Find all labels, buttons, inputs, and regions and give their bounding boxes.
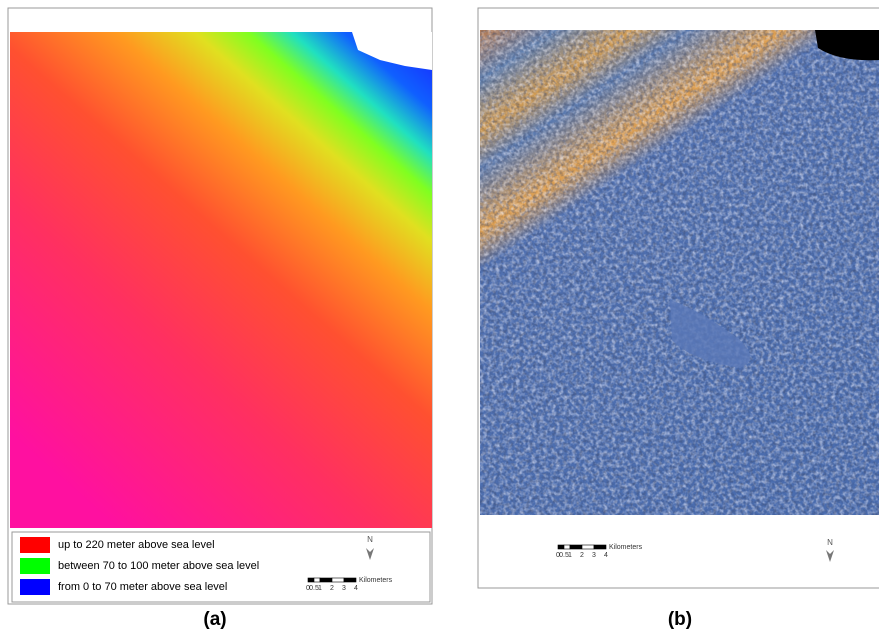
- scale-unit: Kilometers: [609, 544, 643, 551]
- scale-segment: [320, 578, 332, 582]
- figure: up to 220 meter above sea level between 7…: [0, 0, 879, 635]
- texture-shadow: [480, 30, 879, 515]
- elevation-map: [10, 32, 432, 528]
- scale-tick-label: 3: [592, 552, 596, 559]
- scale-segment: [594, 545, 606, 549]
- panel-label: (a): [203, 609, 226, 630]
- legend-swatch: [20, 579, 50, 595]
- scale-unit: Kilometers: [359, 577, 393, 584]
- scale-tick-label: 2: [580, 552, 584, 559]
- north-label: N: [367, 535, 373, 544]
- scale-tick-label: 1: [318, 585, 322, 592]
- legend-label: from 0 to 70 meter above sea level: [58, 581, 227, 593]
- legend-swatch: [20, 537, 50, 553]
- panel-label: (b): [668, 609, 692, 630]
- scale-tick-label: 4: [604, 552, 608, 559]
- scale-tick-label: 3: [342, 585, 346, 592]
- north-label: N: [827, 538, 833, 547]
- scale-segment: [344, 578, 356, 582]
- scale-segment: [308, 578, 314, 582]
- legend-swatch: [20, 558, 50, 574]
- scale-tick-label: 2: [330, 585, 334, 592]
- scale-segment: [582, 545, 594, 549]
- panel-a: up to 220 meter above sea level between 7…: [8, 8, 432, 630]
- scale-tick-label: 1: [568, 552, 572, 559]
- scale-segment: [332, 578, 344, 582]
- legend-label: between 70 to 100 meter above sea level: [58, 560, 259, 572]
- scale-segment: [314, 578, 320, 582]
- legend-label: up to 220 meter above sea level: [58, 539, 215, 551]
- scale-tick-label: 4: [354, 585, 358, 592]
- scale-segment: [570, 545, 582, 549]
- scale-segment: [564, 545, 570, 549]
- scale-segment: [558, 545, 564, 549]
